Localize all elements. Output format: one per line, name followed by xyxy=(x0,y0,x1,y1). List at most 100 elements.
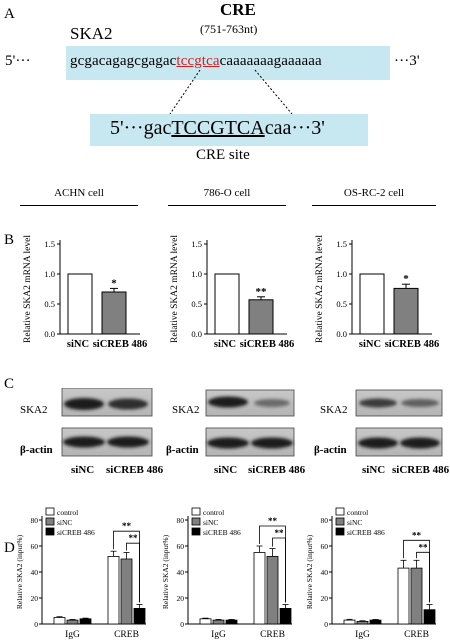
y-tick-label: 60 xyxy=(177,542,185,551)
y-axis-label: Relative SKA2 (input%) xyxy=(15,534,24,609)
legend-swatch xyxy=(45,527,55,536)
bar-creb-sinc xyxy=(410,567,423,625)
y-tick-label: 20 xyxy=(31,594,39,603)
x-tick-label: siCREB 486 xyxy=(240,339,295,350)
lane-label-sicreb-1: siCREB 486 xyxy=(106,464,164,476)
blot-786o-actin xyxy=(205,427,295,457)
bar-creb-sicreb-486 xyxy=(133,608,146,625)
x-tick-label: CREB xyxy=(404,630,429,640)
bar-sicreb-486 xyxy=(101,291,127,335)
panel-c-letter: C xyxy=(4,376,15,392)
seq-right: caaaaaaagaaaaaa xyxy=(219,53,322,69)
bar-igg-sicreb-486 xyxy=(79,618,92,625)
y-tick-label: 80 xyxy=(31,516,39,525)
y-tick-label: 0 xyxy=(180,620,184,629)
significance-mark: ** xyxy=(256,286,268,298)
y-tick-label: 1.0 xyxy=(44,269,55,279)
y-tick-label: 80 xyxy=(321,516,329,525)
lane-label-sicreb-2: siCREB 486 xyxy=(248,464,306,476)
significance-bracket xyxy=(272,537,286,603)
legend-swatch xyxy=(191,517,201,526)
x-tick-label: siNC xyxy=(67,339,89,350)
blot-label-ska2-2: SKA2 xyxy=(172,404,200,416)
bar-creb-control xyxy=(253,552,266,625)
bar-igg-sinc xyxy=(212,619,225,625)
legend-label: siNC xyxy=(57,518,72,527)
significance-mark: ** xyxy=(419,542,429,552)
cre-site-box xyxy=(90,114,368,146)
bar-igg-control xyxy=(53,617,66,625)
cell-label-osrc2: OS-RC-2 cell xyxy=(343,187,405,199)
significance-mark: ** xyxy=(129,533,139,543)
legend-label: siNC xyxy=(203,518,218,527)
y-tick-label: 60 xyxy=(321,542,329,551)
legend-label: control xyxy=(203,508,224,517)
cre-title: CRE xyxy=(220,0,256,19)
cre-site-label: CRE site xyxy=(196,147,250,163)
x-tick-label: CREB xyxy=(114,630,139,640)
lane-label-sinc-3: siNC xyxy=(362,464,386,476)
legend-swatch xyxy=(335,507,345,516)
significance-mark: ** xyxy=(275,528,285,538)
sequence-box xyxy=(66,46,390,80)
bar-creb-sinc xyxy=(120,558,133,625)
seq-highlight: tccgtca xyxy=(176,53,220,69)
y-tick-label: 0.5 xyxy=(336,299,347,309)
bar-creb-control xyxy=(107,556,120,625)
significance-bracket xyxy=(416,551,430,603)
panel-a-letter: A xyxy=(4,6,15,22)
bar-creb-sicreb-486 xyxy=(423,609,436,625)
bar-sinc xyxy=(67,273,93,335)
seq-left: gcgacagagcgagac xyxy=(70,53,177,69)
x-tick-label: IgG xyxy=(211,630,226,640)
lane-label-sicreb-3: siCREB 486 xyxy=(392,464,450,476)
significance-bracket xyxy=(126,542,140,603)
chart-d3: Relative SKA2 (input%) 0 20 40 60 80 IgG CREB **… xyxy=(305,507,436,640)
bar-igg-control xyxy=(199,618,212,625)
panel-d-letter: D xyxy=(4,540,15,556)
x-tick-label: IgG xyxy=(65,630,80,640)
bar-sicreb-486 xyxy=(393,287,419,335)
bar-igg-sinc xyxy=(356,621,369,625)
bar-igg-sicreb-486 xyxy=(225,619,238,625)
y-tick-label: 60 xyxy=(31,542,39,551)
y-tick-label: 1.5 xyxy=(191,239,202,249)
blot-osrc2-ska2 xyxy=(355,389,443,417)
lane-label-sinc-2: siNC xyxy=(214,464,238,476)
bar-igg-control xyxy=(343,619,356,625)
legend-label: siCREB 486 xyxy=(203,528,241,537)
seq-suffix: ···3' xyxy=(394,53,420,69)
cell-rule-2 xyxy=(168,205,286,206)
site-prefix: 5'···gac xyxy=(110,117,172,139)
y-tick-label: 1.0 xyxy=(191,269,202,279)
significance-mark: ** xyxy=(412,530,422,540)
y-tick-label: 1.5 xyxy=(336,239,347,249)
y-tick-label: 0.5 xyxy=(191,299,202,309)
panel-b-letter: B xyxy=(4,232,15,248)
bar-sinc xyxy=(214,273,240,335)
lane-label-sinc-1: siNC xyxy=(71,464,95,476)
sequence-line: gcgacagagcgagactccgtcacaaaaaaagaaaaaa xyxy=(70,53,322,70)
y-tick-label: 80 xyxy=(177,516,185,525)
y-tick-label: 1.5 xyxy=(44,239,55,249)
bar-igg-sicreb-486 xyxy=(369,619,382,625)
x-tick-label: CREB xyxy=(260,630,285,640)
bar-sicreb-486 xyxy=(248,299,274,335)
legend-label: control xyxy=(57,508,78,517)
bar-creb-sinc xyxy=(266,556,279,625)
y-tick-label: 20 xyxy=(177,594,185,603)
zoom-lines xyxy=(169,69,293,115)
significance-mark: ** xyxy=(268,516,278,526)
blot-osrc2-actin xyxy=(355,427,443,457)
legend-swatch xyxy=(335,517,345,526)
legend-swatch xyxy=(191,527,201,536)
y-tick-label: 0.0 xyxy=(44,329,55,339)
seq-prefix: 5'··· xyxy=(5,53,31,69)
chart-d1: Relative SKA2 (input%) 0 20 40 60 80 IgG CREB **… xyxy=(15,507,146,640)
y-tick-label: 0.0 xyxy=(336,329,347,339)
blot-label-actin-2: β-actin xyxy=(166,444,199,456)
cell-rule-1 xyxy=(20,205,138,206)
significance-mark: ** xyxy=(122,521,132,531)
y-tick-label: 0 xyxy=(324,620,328,629)
blot-label-ska2-1: SKA2 xyxy=(20,404,48,416)
